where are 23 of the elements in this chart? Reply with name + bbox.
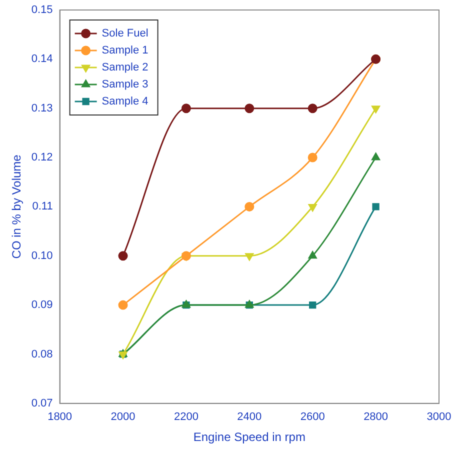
x-tick-label: 1800 bbox=[48, 411, 72, 424]
x-tick-label: 2200 bbox=[174, 411, 198, 424]
legend-label: Sample 1 bbox=[102, 44, 148, 57]
y-tick-label: 0.07 bbox=[31, 397, 53, 410]
x-tick-label: 2400 bbox=[237, 411, 262, 424]
y-tick-label: 0.15 bbox=[31, 4, 53, 16]
y-tick-label: 0.08 bbox=[31, 348, 53, 360]
y-tick-label: 0.09 bbox=[31, 299, 53, 312]
legend-label: Sole Fuel bbox=[102, 28, 148, 40]
legend-label: Sample 4 bbox=[102, 96, 148, 108]
y-axis-title: CO in % by Volume bbox=[10, 154, 24, 259]
y-tick-label: 0.12 bbox=[31, 152, 53, 164]
x-tick-label: 3000 bbox=[426, 411, 452, 424]
x-axis-title: Engine Speed in rpm bbox=[193, 430, 306, 444]
y-tick-label: 0.14 bbox=[31, 53, 53, 66]
legend-label: Sample 2 bbox=[102, 62, 148, 74]
legend-label: Sample 3 bbox=[102, 78, 148, 91]
y-tick-label: 0.13 bbox=[31, 102, 53, 114]
x-tick-label: 2600 bbox=[300, 411, 325, 424]
y-tick-label: 0.11 bbox=[32, 200, 53, 213]
y-tick-label: 0.10 bbox=[31, 250, 53, 262]
x-tick-label: 2000 bbox=[110, 411, 136, 424]
x-tick-label: 2800 bbox=[364, 411, 388, 424]
